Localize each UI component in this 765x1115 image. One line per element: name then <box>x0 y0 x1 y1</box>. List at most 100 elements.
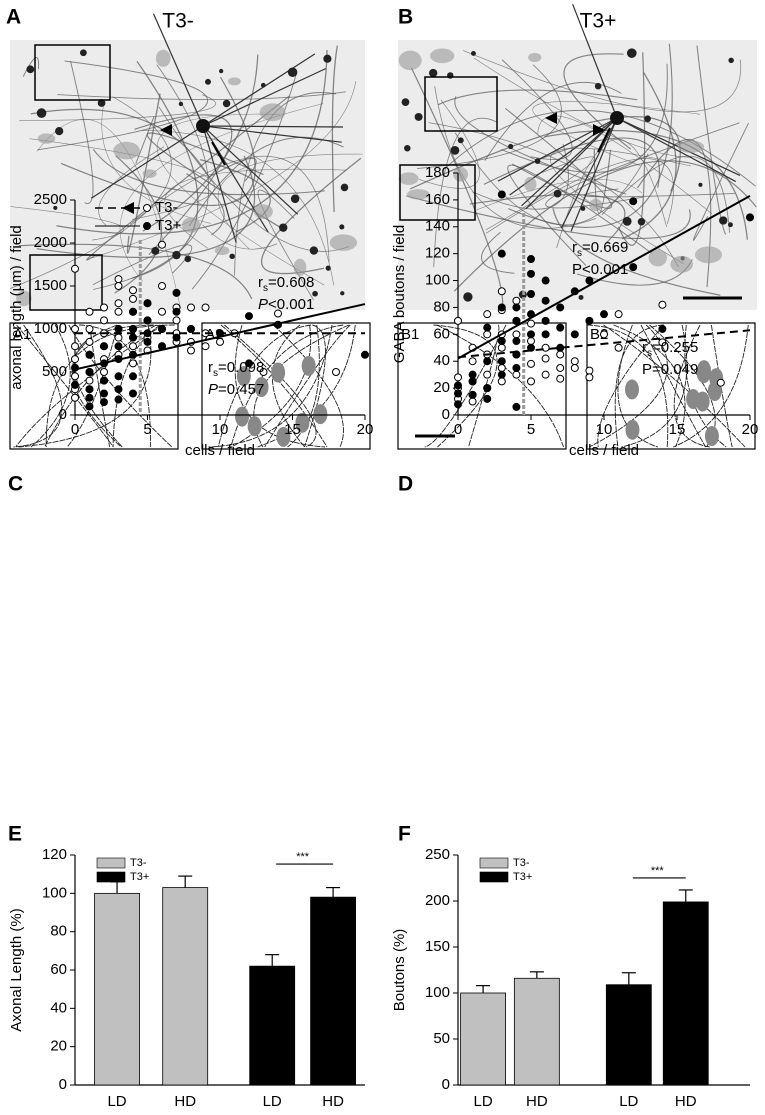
arrow <box>211 141 226 166</box>
neurite <box>129 156 330 262</box>
glia <box>398 50 422 71</box>
point <box>600 330 608 339</box>
y-tick-label: 120 <box>42 846 67 863</box>
point <box>570 330 579 339</box>
neurite <box>454 132 649 226</box>
axon <box>66 324 119 448</box>
point <box>585 316 594 325</box>
legend-label: T3+ <box>513 871 532 883</box>
point <box>541 316 550 325</box>
neurite <box>200 159 271 233</box>
neurite <box>56 49 328 235</box>
cell-body <box>704 426 719 447</box>
point <box>85 393 94 402</box>
cell-body <box>276 426 291 447</box>
y-tick-label: 250 <box>425 846 450 863</box>
axon <box>224 324 317 448</box>
stat-r-sub: s <box>647 348 652 359</box>
dendrite <box>616 117 737 183</box>
y-tick-label: 0 <box>59 406 67 423</box>
cell <box>626 48 637 58</box>
dendrite <box>202 125 237 243</box>
bar <box>310 896 357 1086</box>
neurite <box>186 173 225 236</box>
neurite <box>532 101 701 167</box>
point <box>71 325 79 333</box>
glia <box>670 255 694 273</box>
point <box>556 363 565 372</box>
stat-r: rs=0.608 <box>258 274 314 294</box>
x-tick-label: LD <box>263 1093 282 1110</box>
glia <box>259 103 286 122</box>
point <box>114 307 123 316</box>
cell <box>644 115 651 123</box>
axon <box>436 324 564 448</box>
axon <box>73 324 154 448</box>
cell <box>184 255 192 263</box>
point <box>541 370 550 379</box>
panel-label: D <box>398 473 413 496</box>
axon <box>231 324 312 448</box>
cell <box>508 143 514 150</box>
legend-label: T3- <box>513 857 530 869</box>
cell <box>463 292 473 302</box>
panel-label: F <box>398 823 411 846</box>
cell <box>637 217 646 226</box>
bar <box>662 901 709 1086</box>
point <box>556 374 565 383</box>
glia <box>430 48 455 64</box>
significance-label: *** <box>296 851 310 863</box>
neurite <box>621 72 677 240</box>
stat-p-value: <0.001 <box>268 296 314 313</box>
cell <box>178 101 184 107</box>
point <box>512 337 521 346</box>
point <box>100 368 108 376</box>
point <box>716 378 725 387</box>
axon <box>603 324 746 448</box>
stat-r: rs=0.669 <box>572 239 628 259</box>
fit-line <box>457 194 751 360</box>
neurite <box>234 92 337 276</box>
point <box>454 400 462 409</box>
point <box>201 342 210 351</box>
axon <box>44 324 157 448</box>
y-tick-label: 60 <box>433 325 450 342</box>
point <box>658 300 667 309</box>
point <box>71 355 79 364</box>
glia <box>16 290 32 307</box>
point <box>468 357 477 366</box>
axon <box>287 324 320 448</box>
point <box>71 380 79 389</box>
axon <box>208 324 333 448</box>
neurite <box>158 106 349 252</box>
stat-p-symbol: P <box>208 381 218 398</box>
y-tick-label: 60 <box>50 961 67 978</box>
neurite <box>409 116 681 192</box>
point <box>497 370 506 379</box>
cell-body <box>696 360 711 381</box>
stat-r-value: =0.098 <box>218 359 264 376</box>
axon <box>613 324 686 448</box>
cell <box>26 65 35 74</box>
cell <box>553 189 562 198</box>
point <box>556 350 565 359</box>
arrowhead <box>160 124 172 136</box>
neurite <box>601 156 731 233</box>
neurite <box>552 208 721 296</box>
neurite <box>261 157 362 275</box>
cell-body <box>295 412 310 433</box>
cell <box>309 246 319 255</box>
point <box>527 269 535 278</box>
stat-r-value: =0.608 <box>268 274 314 291</box>
point <box>129 294 137 303</box>
cell <box>205 78 211 85</box>
stat-r-symbol: r <box>258 274 263 291</box>
legend-marker <box>143 204 151 212</box>
dendrite <box>202 125 343 128</box>
x-tick-label: 0 <box>71 421 79 438</box>
soma <box>610 111 624 125</box>
point <box>629 263 638 272</box>
y-tick-label: 20 <box>50 1038 67 1055</box>
cell <box>340 291 345 296</box>
panel-title: T3- <box>162 10 194 33</box>
